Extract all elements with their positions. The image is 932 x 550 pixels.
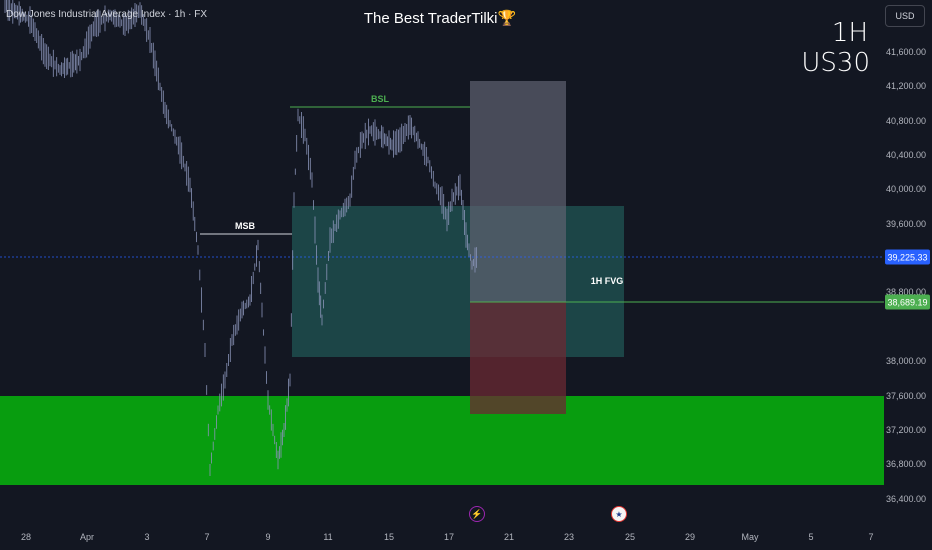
price-tick: 38,800.00 [885, 287, 926, 297]
date-tick: 3 [144, 532, 150, 542]
fvg-zone [292, 206, 624, 357]
bsl-label: BSL [371, 94, 389, 104]
price-tick: 40,000.00 [885, 184, 926, 194]
us-flag-icon[interactable]: ★ [611, 506, 627, 522]
currency-button[interactable]: USD [885, 5, 925, 27]
timeframe-watermark: 1H [831, 18, 868, 48]
date-tick: Apr [79, 532, 95, 542]
current-price-tag: 39,225.33 [885, 249, 930, 265]
fvg-price-tag: 38,689.19 [885, 294, 930, 310]
price-tick: 40,800.00 [885, 116, 926, 126]
fvg-label: 1H FVG [590, 276, 624, 286]
position-target-zone [470, 81, 566, 302]
date-tick: 29 [684, 532, 696, 542]
instrument-watermark: US30 [801, 48, 870, 78]
demand-zone [0, 396, 884, 485]
msb-label: MSB [235, 221, 255, 231]
trophy-icon: 🏆 [497, 10, 517, 27]
price-tick: 41,200.00 [885, 81, 926, 91]
date-tick: 5 [808, 532, 814, 542]
brand-title: The Best TraderTilki🏆 [0, 9, 880, 27]
date-tick: 11 [323, 532, 333, 542]
date-tick: 15 [383, 532, 395, 542]
price-tick: 36,800.00 [885, 459, 926, 469]
date-tick: May [741, 532, 759, 542]
candlestick-series [4, 0, 477, 476]
symbol-title[interactable]: Dow Jones Industrial Average Index · 1h … [6, 9, 208, 20]
price-tick: 40,400.00 [885, 150, 926, 160]
position-stop-zone [470, 302, 566, 414]
date-tick: 21 [503, 532, 515, 542]
date-tick: 17 [443, 532, 455, 542]
price-tick: 37,600.00 [885, 391, 926, 401]
date-tick: 7 [868, 532, 874, 542]
date-tick: 7 [204, 532, 210, 542]
brand-title-text: The Best TraderTilki [363, 10, 498, 27]
date-tick: 25 [624, 532, 636, 542]
price-tick: 38,000.00 [885, 356, 926, 366]
price-tick: 39,600.00 [885, 219, 926, 229]
lightning-icon[interactable]: ⚡ [469, 506, 485, 522]
date-tick: 23 [563, 532, 575, 542]
price-tick: 37,200.00 [885, 425, 926, 435]
date-tick: 28 [20, 532, 32, 542]
price-tick: 41,600.00 [885, 47, 926, 57]
date-tick: 9 [265, 532, 271, 542]
price-tick: 36,400.00 [885, 494, 926, 504]
